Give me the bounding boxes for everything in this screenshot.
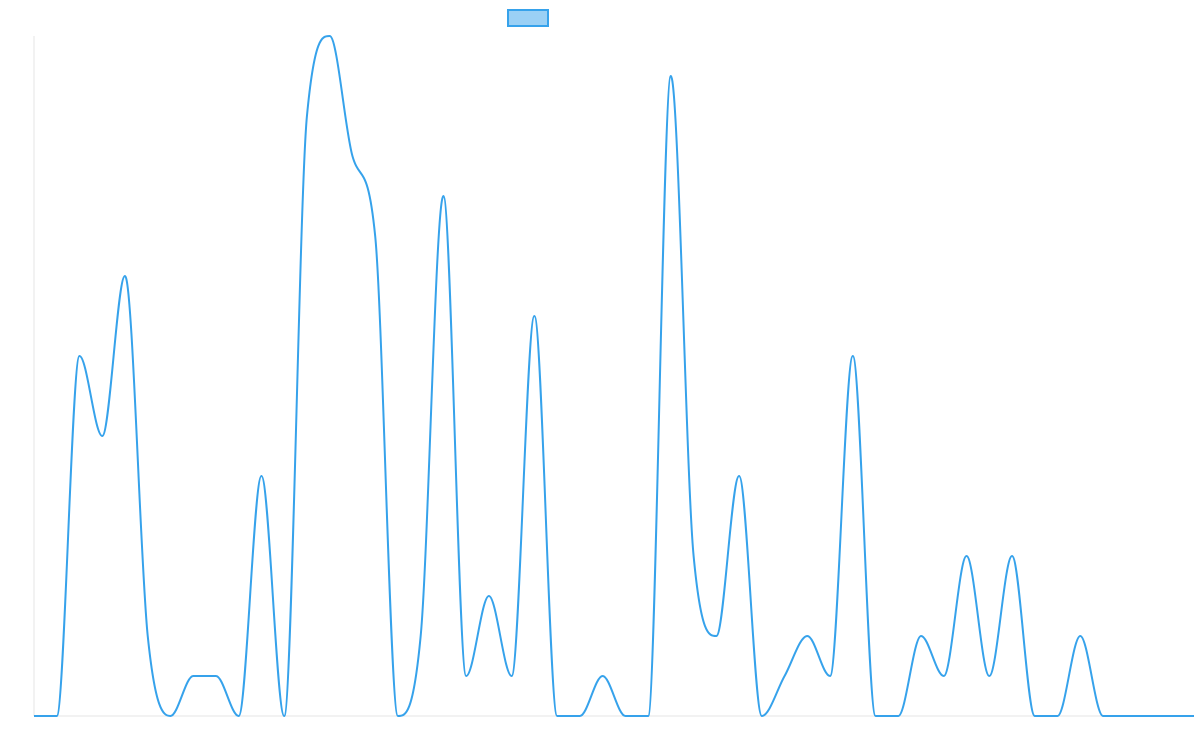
chart-legend[interactable]	[507, 9, 549, 27]
plot-area	[34, 35, 1194, 717]
series-line	[34, 35, 1194, 717]
chart-axes	[33, 36, 1194, 717]
legend-swatch[interactable]	[507, 9, 549, 27]
